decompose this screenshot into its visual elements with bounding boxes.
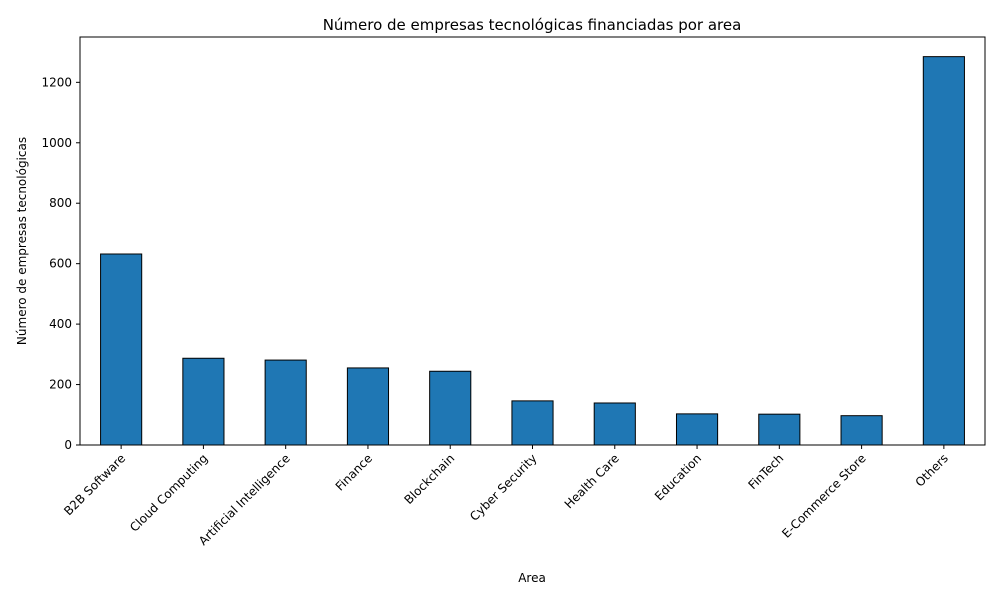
y-axis-label: Número de empresas tecnológicas (15, 137, 29, 345)
bar-b2b-software (100, 253, 143, 446)
x-axis-label: Area (518, 571, 546, 585)
y-tick-label: 1000 (41, 136, 72, 150)
bar-health-care (593, 402, 636, 446)
bar-e-commerce-store (840, 415, 883, 446)
x-tick-label: Health Care (562, 451, 622, 511)
y-tick-label: 800 (49, 196, 72, 210)
x-tick-label: Cloud Computing (127, 451, 210, 534)
x-tick-label: Cyber Security (467, 451, 539, 523)
bar-cyber-security (511, 400, 554, 446)
y-tick-label: 1200 (41, 75, 72, 89)
x-tick-label: B2B Software (61, 451, 128, 518)
bar-cloud-computing (182, 357, 225, 446)
bar-others (922, 56, 965, 446)
y-tick-label: 0 (64, 438, 72, 452)
chart-title: Número de empresas tecnológicas financia… (323, 16, 742, 34)
y-tick-label: 400 (49, 317, 72, 331)
bar-finance (346, 367, 390, 446)
bar-education (675, 413, 719, 446)
x-tick-label: E-Commerce Store (779, 451, 869, 541)
x-tick-label: FinTech (746, 451, 787, 492)
x-tick-label: Artificial Intelligence (196, 451, 293, 548)
x-tick-label: Blockchain (402, 451, 458, 507)
y-tick-label: 600 (49, 257, 72, 271)
x-tick-label: Finance (333, 451, 375, 493)
bar-artificial-intelligence (264, 359, 307, 446)
x-tick-label: Education (652, 451, 704, 503)
y-tick-label: 200 (49, 378, 72, 392)
bar-blockchain (429, 370, 472, 446)
x-tick-label: Others (913, 451, 951, 489)
bar-fintech (758, 413, 801, 446)
